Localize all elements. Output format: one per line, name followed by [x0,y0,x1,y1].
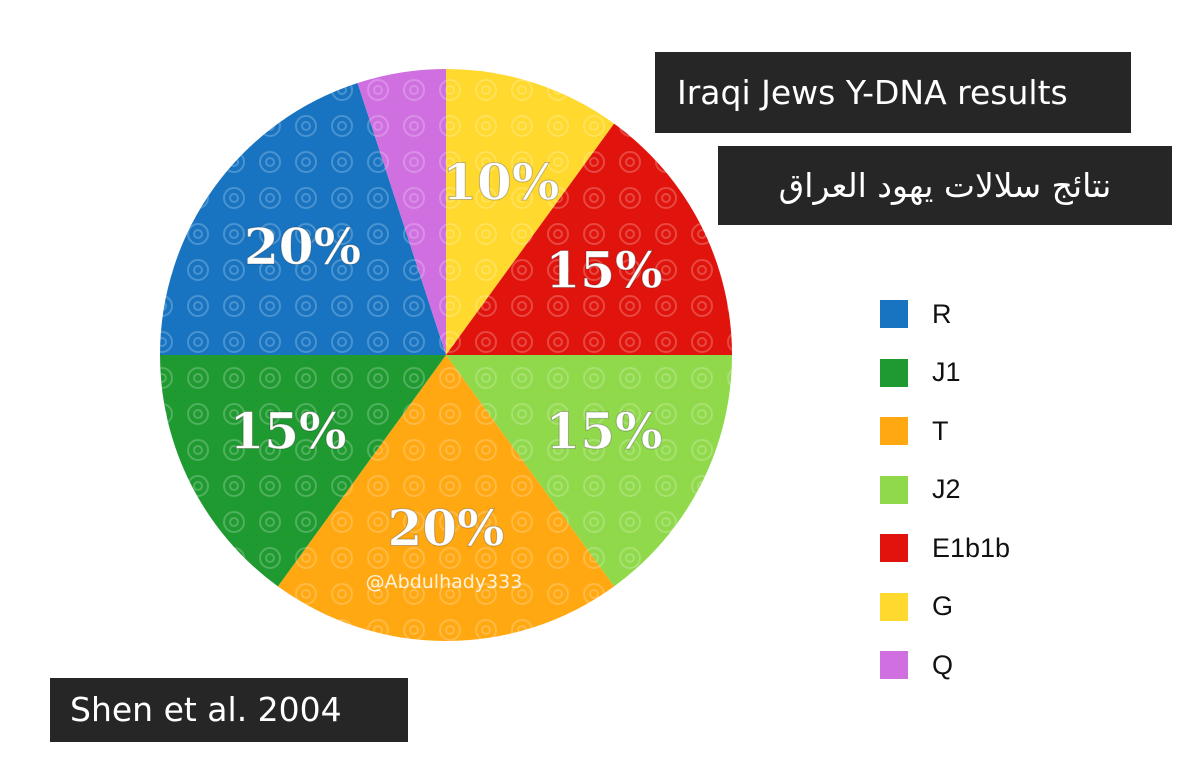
legend-swatch [880,417,908,446]
pie-slice-texture-r [160,82,446,355]
pie-slice-texture-q [357,69,446,355]
legend-item-e1b1b: E1b1b [880,519,1010,578]
data-label-g: 10% [442,152,559,211]
legend-swatch [880,592,908,621]
legend-swatch [880,300,908,329]
legend-swatch [880,651,908,680]
legend-item-j2: J2 [880,461,1010,520]
pie-slice-texture-g [446,69,615,355]
pie-slice-texture-e1b1b [446,123,732,355]
legend-label: Q [932,649,954,680]
chart-title: Iraqi Jews Y-DNA results [655,52,1131,133]
legend-label: E1b1b [932,532,1011,563]
chart-subtitle-arabic: نتائج سلالات يهود العراق [718,146,1172,225]
legend-label: J1 [932,357,961,388]
legend-item-t: T [880,402,1010,461]
chart-legend: R J1 T J2 E1b1b G Q [880,285,1010,695]
legend-item-q: Q [880,636,1010,695]
pie-slice-texture-j2 [446,355,732,587]
data-label-e1b1b: 15% [545,240,662,299]
legend-swatch [880,358,908,387]
pie-chart: 10% 15% 15% 20% 15% 20% @Abdulhady333 [160,69,732,641]
data-label-t: 20% [387,498,504,557]
data-label-j1: 15% [229,402,346,461]
legend-item-j1: J1 [880,344,1010,403]
legend-label: G [932,591,954,622]
pie-slice-texture-t [277,355,615,641]
pie-slice-texture-j1 [160,355,446,587]
legend-item-r: R [880,285,1010,344]
watermark: @Abdulhady333 [366,571,523,593]
data-label-j2: 15% [545,402,662,461]
legend-label: J2 [932,474,961,505]
legend-swatch [880,534,908,563]
data-label-r: 20% [244,217,361,276]
source-citation: Shen et al. 2004 [50,678,408,742]
legend-swatch [880,475,908,504]
legend-item-g: G [880,578,1010,637]
legend-label: R [932,298,952,329]
legend-label: T [932,415,949,446]
